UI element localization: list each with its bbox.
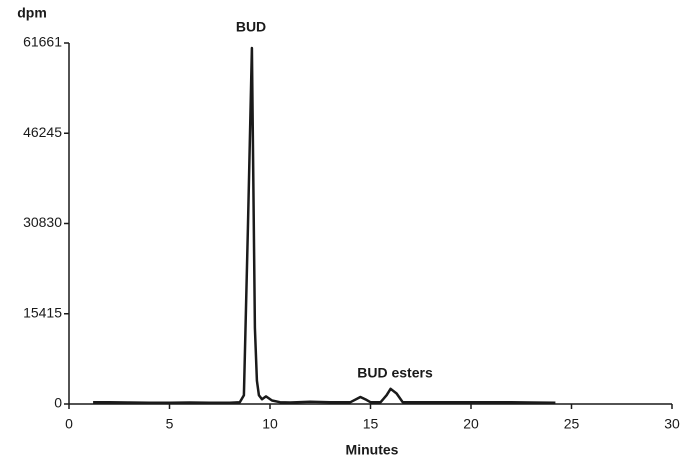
y-axis-label: dpm: [17, 5, 47, 21]
x-tick-label: 0: [65, 416, 73, 432]
annotation: BUD esters: [357, 365, 433, 381]
x-axis-label: Minutes: [346, 442, 399, 458]
x-tick-label: 15: [363, 416, 379, 432]
y-tick-label: 30830: [23, 214, 62, 230]
y-tick-label: 0: [54, 395, 62, 411]
annotation: BUD: [236, 19, 266, 35]
y-tick-label: 46245: [23, 124, 62, 140]
x-tick-label: 25: [564, 416, 580, 432]
y-tick-label: 15415: [23, 304, 62, 320]
x-tick-label: 10: [262, 416, 278, 432]
y-tick-label: 61661: [23, 34, 62, 50]
x-tick-label: 5: [166, 416, 174, 432]
x-tick-label: 20: [463, 416, 479, 432]
x-tick-label: 30: [664, 416, 680, 432]
data-line: [93, 46, 556, 405]
